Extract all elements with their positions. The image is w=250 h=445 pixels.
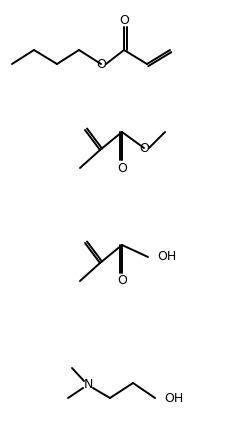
Text: O: O [139,142,149,154]
Text: O: O [117,162,127,174]
Text: O: O [96,57,106,70]
Text: OH: OH [157,251,176,263]
Text: O: O [117,275,127,287]
Text: OH: OH [164,392,183,405]
Text: O: O [119,15,129,28]
Text: N: N [83,379,93,392]
